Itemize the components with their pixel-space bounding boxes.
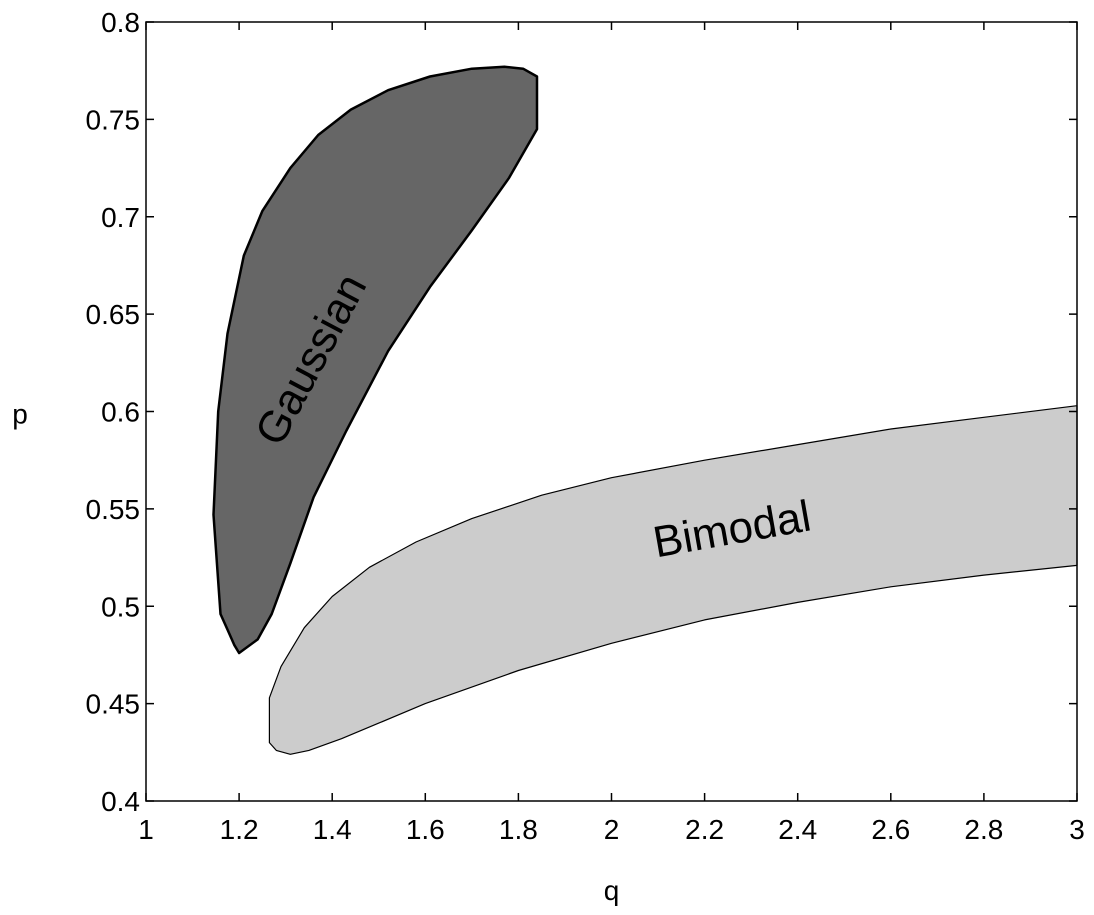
y-tick-label: 0.65: [86, 299, 141, 330]
y-tick-label: 0.6: [101, 397, 140, 428]
y-tick-label: 0.45: [86, 689, 141, 720]
x-tick-label: 2: [604, 814, 620, 845]
x-tick-label: 2.6: [871, 814, 910, 845]
region-gaussian: [212, 65, 539, 655]
x-tick-label: 1.4: [313, 814, 352, 845]
regions-layer: [212, 65, 1078, 755]
y-tick-label: 0.5: [101, 591, 140, 622]
x-tick-label: 1.8: [499, 814, 538, 845]
x-tick-label: 2.8: [964, 814, 1003, 845]
x-tick-label: 1: [138, 814, 154, 845]
x-axis-label: q: [604, 875, 620, 906]
x-tick-label: 3: [1069, 814, 1085, 845]
y-tick-label: 0.55: [86, 494, 141, 525]
x-tick-label: 2.4: [778, 814, 817, 845]
region-bimodal: [268, 405, 1078, 755]
tick-labels-layer: 1 1.2 1.4 1.6 1.8 2 2.2 2.4 2.6 2.8 3 0.4 0.45 0.5 0.5…: [86, 7, 1085, 845]
x-tick-label: 1.2: [220, 814, 259, 845]
x-tick-label: 2.2: [685, 814, 724, 845]
ticks-layer: [145, 21, 1078, 802]
x-tick-label: 1.6: [406, 814, 445, 845]
y-tick-label: 0.75: [86, 104, 141, 135]
y-tick-label: 0.8: [101, 7, 140, 38]
y-tick-label: 0.4: [101, 786, 140, 817]
y-tick-label: 0.7: [101, 202, 140, 233]
y-axis-label: p: [12, 399, 28, 430]
